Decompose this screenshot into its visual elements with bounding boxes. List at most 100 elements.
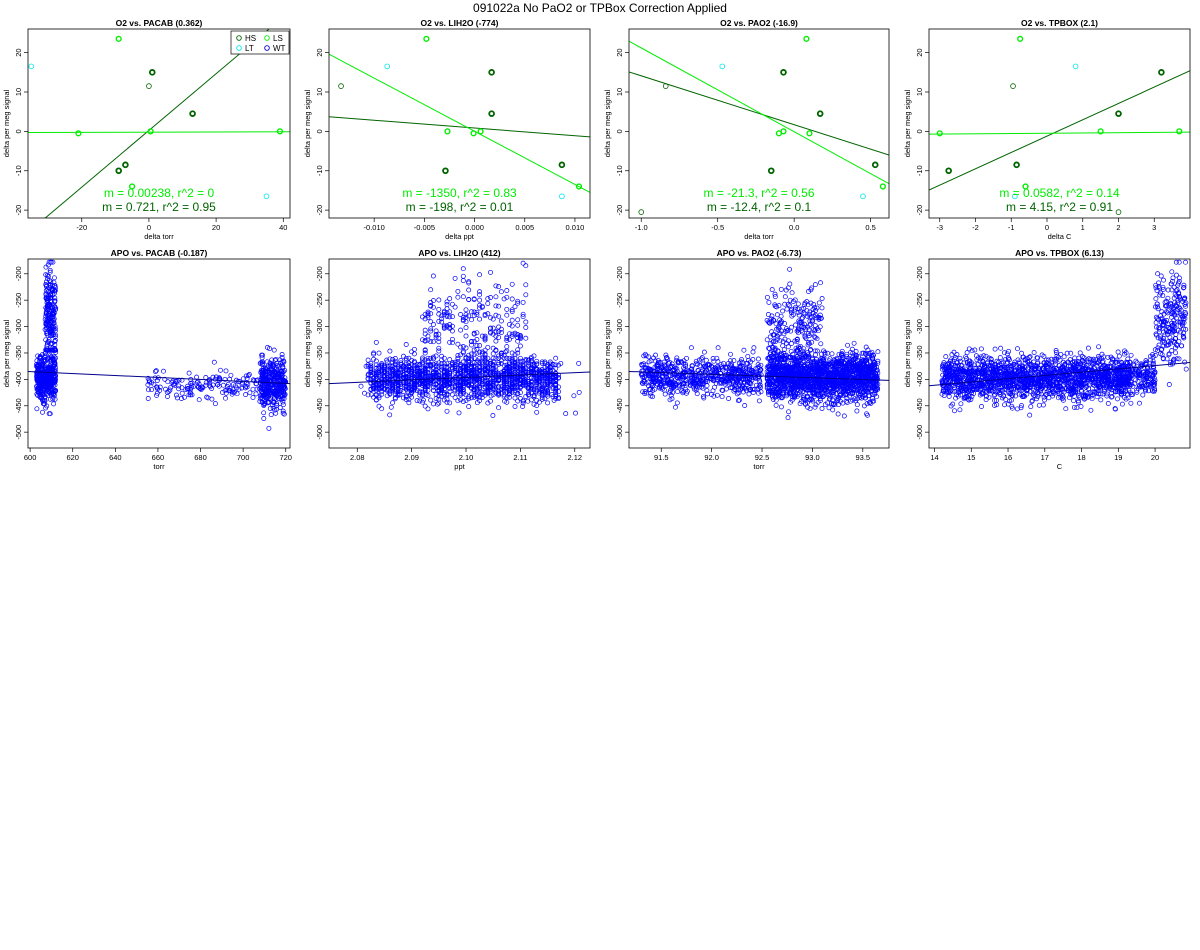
point-ls — [115, 35, 122, 42]
scatter-point — [493, 283, 499, 289]
scatter-point — [757, 367, 763, 373]
scatter-point — [680, 383, 685, 389]
scatter-point — [640, 381, 646, 387]
scatter-point — [477, 371, 483, 377]
scatter-point — [501, 378, 507, 384]
point-hs — [488, 110, 495, 117]
scatter-point — [447, 322, 453, 328]
scatter-point — [509, 296, 515, 302]
point-ls — [147, 128, 154, 135]
scatter-point — [504, 344, 510, 350]
y-tick-label: 10 — [14, 88, 23, 96]
scatter-point — [257, 395, 263, 401]
scatter-point — [507, 388, 512, 394]
scatter-point — [864, 401, 870, 407]
scatter-point — [34, 370, 40, 376]
point-lt — [384, 63, 391, 70]
scatter-point — [655, 366, 661, 372]
scatter-point — [544, 386, 550, 392]
scatter-point — [403, 342, 409, 347]
scatter-point — [474, 368, 480, 374]
scatter-point — [830, 401, 836, 407]
scatter-point — [523, 282, 529, 288]
scatter-point — [153, 368, 159, 374]
scatter-point — [474, 400, 480, 406]
point-wt — [146, 83, 152, 89]
scatter-point — [422, 365, 428, 371]
scatter-point — [507, 361, 512, 367]
scatter-point — [44, 272, 50, 278]
scatter-point — [210, 374, 216, 380]
scatter-point — [455, 288, 461, 294]
scatter-point — [545, 393, 551, 399]
scatter-point — [358, 383, 364, 389]
x-tick-label: -0.5 — [711, 223, 724, 232]
y-tick-label: -350 — [14, 345, 23, 360]
scatter-point — [267, 369, 273, 375]
scatter-point — [539, 360, 545, 366]
scatter-point — [430, 322, 436, 327]
scatter-point — [243, 373, 249, 379]
scatter-point — [496, 334, 502, 340]
scatter-point — [436, 348, 442, 354]
point-lt — [1072, 63, 1079, 70]
scatter-point — [755, 362, 761, 368]
scatter-point — [258, 383, 264, 389]
scatter-point — [51, 310, 57, 316]
scatter-point — [439, 353, 445, 359]
scatter-point — [542, 360, 548, 366]
scatter-point — [520, 260, 526, 266]
y-tick-label: -400 — [315, 372, 324, 387]
scatter-point — [376, 363, 382, 369]
scatter-point — [504, 337, 510, 343]
scatter-point — [689, 375, 695, 381]
y-tick-label: -10 — [315, 165, 324, 176]
x-tick-label: 0.5 — [865, 223, 875, 232]
scatter-point — [512, 395, 518, 401]
scatter-point — [420, 355, 425, 361]
scatter-point — [479, 364, 485, 369]
scatter-point — [224, 387, 230, 393]
scatter-point — [373, 373, 379, 379]
scatter-point — [425, 333, 431, 339]
scatter-point — [229, 391, 235, 397]
scatter-point — [384, 380, 390, 385]
scatter-point — [384, 388, 390, 394]
scatter-point — [509, 333, 515, 339]
scatter-point — [490, 316, 496, 322]
scatter-point — [531, 401, 537, 407]
scatter-point — [270, 400, 276, 405]
scatter-point — [728, 385, 734, 391]
scatter-point — [52, 347, 58, 353]
scatter-point — [463, 307, 469, 313]
scatter-point — [276, 396, 282, 402]
scatter-point — [667, 389, 673, 395]
scatter-point — [145, 396, 151, 401]
scatter-point — [279, 369, 285, 374]
scatter-point — [441, 308, 447, 314]
scatter-point — [436, 400, 442, 406]
scatter-point — [368, 363, 374, 369]
scatter-point — [447, 314, 453, 320]
scatter-point — [710, 364, 716, 370]
scatter-point — [390, 356, 396, 362]
scatter-point — [571, 393, 577, 399]
y-tick-label: -20 — [615, 205, 624, 216]
scatter-point — [512, 362, 518, 368]
scatter-point — [515, 398, 521, 404]
scatter-point — [493, 387, 499, 393]
legend-marker — [264, 45, 270, 51]
scatter-point — [422, 362, 428, 368]
scatter-point — [203, 375, 209, 380]
scatter-point — [463, 398, 469, 403]
scatter-point — [477, 377, 483, 383]
scatter-point — [701, 349, 707, 355]
scatter-point — [512, 355, 518, 361]
scatter-point — [236, 386, 242, 392]
scatter-point — [507, 391, 512, 397]
scatter-point — [512, 367, 518, 373]
y-tick-label: -450 — [14, 398, 23, 413]
scatter-point — [553, 390, 559, 395]
scatter-point — [196, 384, 202, 390]
scatter-point — [665, 356, 671, 362]
